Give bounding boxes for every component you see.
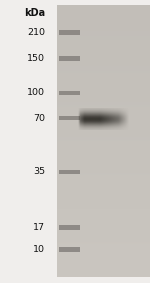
Text: 10: 10 [33,245,45,254]
Text: kDa: kDa [24,8,45,18]
Bar [58,170,80,174]
Bar [58,225,80,230]
Bar [58,247,80,252]
Bar [58,56,80,61]
Text: 35: 35 [33,167,45,176]
Text: 70: 70 [33,113,45,123]
Text: 210: 210 [27,28,45,37]
Bar [58,116,80,120]
Text: 17: 17 [33,223,45,232]
Bar [58,30,80,35]
Text: 100: 100 [27,88,45,97]
Text: 150: 150 [27,54,45,63]
Bar [58,91,80,95]
